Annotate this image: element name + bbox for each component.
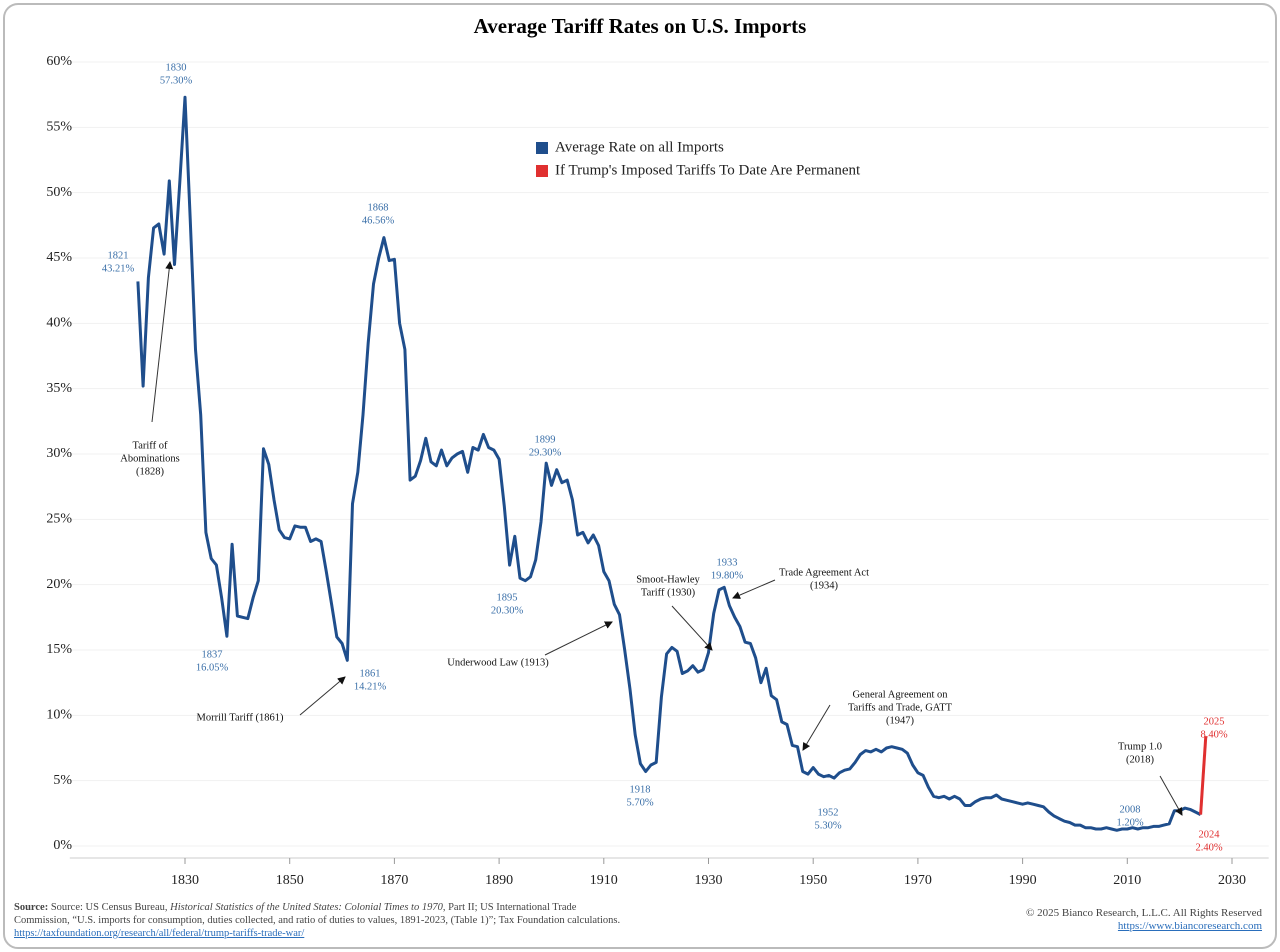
y-tick-label: 40% (46, 316, 72, 331)
point-label: 2008 (1120, 804, 1141, 815)
point-label: 8.40% (1200, 729, 1227, 740)
y-tick-label: 0% (53, 838, 72, 853)
annotation-arrow (151, 261, 174, 423)
y-tick-label: 20% (46, 577, 72, 592)
point-label: 57.30% (160, 75, 193, 86)
point-label: 43.21% (102, 263, 135, 274)
point-label: 1933 (717, 557, 738, 568)
x-tick-label: 1890 (485, 873, 513, 888)
site-link[interactable]: https://www.biancoresearch.com (1117, 920, 1262, 932)
legend-label: Average Rate on all Imports (555, 139, 724, 155)
point-label: 1837 (202, 649, 223, 660)
annotation-arrow (544, 621, 613, 656)
legend-swatch (536, 165, 548, 177)
point-label: 5.70% (626, 797, 653, 808)
point-label: 2024 (1199, 829, 1221, 840)
y-tick-label: 25% (46, 512, 72, 527)
source-text: Source: US Census Bureau, (48, 902, 171, 913)
point-label: 1868 (368, 202, 389, 213)
copyright: © 2025 Bianco Research, L.L.C. All Right… (1026, 907, 1262, 919)
point-label: 1830 (166, 62, 187, 73)
point-label: 5.30% (814, 820, 841, 831)
x-tick-label: 1830 (171, 873, 199, 888)
x-tick-label: 1910 (590, 873, 618, 888)
point-label: 1821 (108, 250, 129, 261)
y-tick-label: 60% (46, 54, 72, 69)
frame (3, 3, 1277, 949)
x-tick-label: 1970 (904, 873, 932, 888)
y-tick-label: 10% (46, 708, 72, 723)
source-label: Source: (14, 902, 49, 913)
y-tick-label: 45% (46, 250, 72, 265)
point-label: 1899 (535, 434, 556, 445)
point-label: 2.40% (1195, 842, 1222, 853)
source-text: Historical Statistics of the United Stat… (170, 902, 443, 913)
point-label: 1.20% (1116, 817, 1143, 828)
credits: © 2025 Bianco Research, L.L.C. All Right… (1026, 907, 1262, 933)
annotation: (1947) (886, 715, 914, 726)
annotation: Tariffs and Trade, GATT (848, 702, 953, 713)
source: Source: Source: US Census Bureau, Histor… (14, 901, 914, 940)
annotation: Tariff of (133, 440, 168, 451)
point-label: 1918 (630, 784, 651, 795)
legend-label: If Trump's Imposed Tariffs To Date Are P… (555, 162, 861, 178)
point-label: 29.30% (529, 447, 562, 458)
x-tick-label: 1870 (380, 873, 408, 888)
y-tick-label: 50% (46, 185, 72, 200)
annotation: Smoot-Hawley (636, 574, 700, 585)
annotation-arrow (802, 704, 831, 751)
series-line (136, 95, 1202, 832)
annotation-arrow (299, 676, 346, 716)
y-tick-label: 5% (53, 773, 72, 788)
annotation: Tariff (1930) (641, 587, 696, 598)
annotation: (1828) (136, 466, 164, 477)
point-label: 20.30% (491, 605, 524, 616)
chart-title: Average Tariff Rates on U.S. Imports (474, 14, 807, 38)
annotation: (1934) (810, 580, 838, 591)
point-label: 46.56% (362, 215, 395, 226)
source-text: , Part II; US International Trade (442, 902, 577, 913)
x-tick-label: 1930 (695, 873, 723, 888)
legend-swatch (536, 142, 548, 154)
x-tick-label: 2030 (1218, 873, 1246, 888)
point-label: 14.21% (354, 681, 387, 692)
y-tick-label: 35% (46, 381, 72, 396)
annotation: (2018) (1126, 754, 1154, 765)
annotation: Abominations (120, 453, 180, 464)
point-label: 19.80% (711, 570, 744, 581)
y-tick-label: 30% (46, 446, 72, 461)
annotation: Trump 1.0 (1118, 741, 1162, 752)
point-label: 16.05% (196, 662, 229, 673)
annotation-arrow (1159, 775, 1183, 816)
point-label: 1952 (818, 807, 839, 818)
x-tick-label: 1850 (276, 873, 304, 888)
annotation: Trade Agreement Act (779, 567, 869, 578)
point-label: 1895 (497, 592, 518, 603)
source-link[interactable]: https://taxfoundation.org/research/all/f… (14, 928, 305, 939)
point-label: 2025 (1204, 716, 1225, 727)
annotation: Underwood Law (1913) (447, 657, 549, 668)
point-label: 1861 (360, 668, 381, 679)
y-tick-label: 55% (46, 120, 72, 135)
annotation-arrow (671, 605, 713, 651)
source-text: Commission, “U.S. imports for consumptio… (14, 915, 621, 926)
annotation: General Agreement on (852, 689, 948, 700)
x-tick-label: 1950 (799, 873, 827, 888)
x-tick-label: 2010 (1113, 873, 1141, 888)
series-line (1199, 736, 1208, 815)
annotation: Morrill Tariff (1861) (197, 712, 284, 723)
y-tick-label: 15% (46, 642, 72, 657)
annotation-arrow (732, 579, 776, 599)
x-tick-label: 1990 (1009, 873, 1037, 888)
